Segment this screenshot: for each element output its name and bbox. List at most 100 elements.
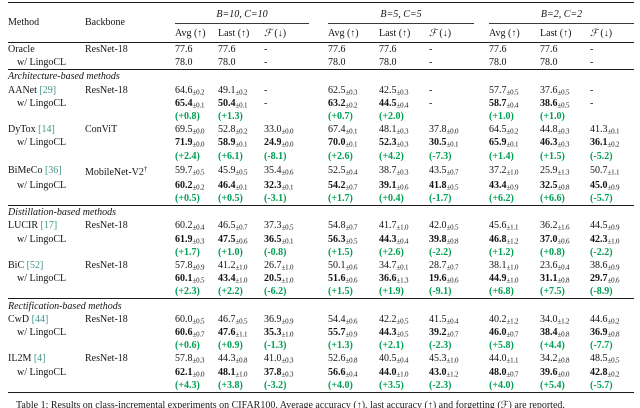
metric-cell: 41.0±0.3 (264, 352, 309, 365)
backbone-cell: ResNet-18 (85, 313, 128, 325)
delta-cell: (+0.5) (175, 192, 200, 204)
citation-link[interactable]: [29] (39, 84, 57, 96)
column-spacer (309, 259, 328, 272)
citation-link[interactable]: [4] (33, 353, 46, 365)
metric-error: ±0.3 (557, 140, 570, 149)
metric-cell: 67.4±0.1 (328, 123, 379, 136)
section-row: Architecture-based methods (8, 69, 635, 84)
column-spacer (474, 339, 489, 352)
metric-value: 34.0 (540, 313, 558, 325)
metric-value: 44.8 (540, 124, 558, 136)
column-spacer (309, 366, 328, 379)
metric-error: ±0.7 (345, 183, 358, 192)
lingocl-cell: w/ LingoCL (17, 273, 67, 285)
metric-value: 25.9 (540, 165, 558, 177)
metric-value: 32.5 (540, 179, 558, 191)
metric-error: ±0.2 (607, 317, 620, 326)
metric-value: 38.4 (540, 327, 558, 339)
metric-value: 65.4 (175, 97, 193, 109)
metric-value: 42.2 (379, 313, 397, 325)
metric-value: 41.0 (264, 353, 282, 365)
backbone-cell: ConViT (85, 124, 118, 136)
metric-value: 44.3 (379, 233, 397, 245)
lingocl-cell: w/ LingoCL (17, 366, 67, 378)
backbone-cell (85, 339, 175, 352)
metric-cell: 23.6±0.4 (540, 259, 590, 272)
backbone-cell (85, 192, 175, 206)
group-header: B=2, C=2 (489, 2, 635, 24)
metric-value: 45.9 (218, 165, 236, 177)
metric-cell: - (590, 57, 594, 68)
column-spacer (309, 339, 328, 352)
metric-error: ±0.8 (607, 330, 620, 339)
metric-header: ℱ (↓) (429, 23, 475, 43)
column-spacer (309, 110, 328, 123)
column-spacer (309, 123, 328, 136)
metric-cell: 46.7±0.5 (218, 313, 264, 326)
metric-value: 65.9 (489, 137, 507, 149)
metric-value: 26.7 (264, 259, 282, 271)
metric-value: 48.1 (379, 124, 397, 136)
metric-value: 36.1 (590, 137, 608, 149)
method-row: Oracle ResNet-18 77.6 77.6 - 77.6 77.6 - 77.6 77… (8, 43, 634, 57)
method-name: DyTox (8, 124, 39, 136)
metric-error: ±0.4 (557, 263, 570, 272)
metric-error: ±0.3 (345, 88, 358, 97)
delta-cell: (+1.0) (218, 246, 243, 258)
section-title: Rectification-based methods (8, 298, 635, 313)
citation-link[interactable]: [14] (38, 124, 55, 136)
metric-cell: 62.5±0.3 (328, 84, 379, 97)
metric-header: Avg (↑) (175, 23, 218, 43)
metric-cell: 45.9±0.5 (218, 163, 264, 179)
metric-value: 56.3 (328, 233, 346, 245)
metric-error: ±1.1 (235, 330, 248, 339)
metric-cell: 61.9±0.3 (175, 233, 218, 246)
metric-cell: 46.3±0.3 (540, 136, 590, 149)
metric-cell: 60.2±0.4 (175, 219, 218, 232)
metric-cell: 48.5±0.5 (590, 352, 634, 365)
results-table: Method Backbone B=10, C=10 B=5, C=5 B=2, C=2… (8, 2, 635, 393)
metric-cell: 24.9±0.0 (264, 136, 309, 149)
metric-value: 50.1 (328, 259, 346, 271)
citation-link[interactable]: [36] (44, 165, 62, 177)
delta-cell: (-5.7) (590, 192, 613, 204)
column-spacer (474, 233, 489, 246)
metric-cell: 77.6 (218, 43, 264, 57)
metric-cell: 42.8±0.2 (590, 366, 634, 379)
method-name: IL2M (8, 353, 34, 365)
header-group-row: Method Backbone B=10, C=10 B=5, C=5 B=2, C=2 (8, 2, 635, 43)
metric-value: 38.6 (590, 259, 608, 271)
delta-cell: (+0.4) (379, 192, 404, 204)
delta-cell: (+2.4) (175, 150, 200, 162)
metric-value: 23.6 (540, 259, 558, 271)
metric-error: ±0.5 (557, 88, 570, 97)
metric-error: ±0.5 (192, 168, 205, 177)
backbone-cell (85, 233, 175, 246)
delta-cell: (+7.5) (540, 286, 565, 298)
metric-cell: 43.4±1.0 (218, 272, 264, 285)
metric-cell: 50.7±1.1 (590, 163, 634, 179)
column-spacer (474, 84, 489, 97)
metric-value: 39.6 (540, 366, 558, 378)
delta-cell (264, 110, 309, 123)
metric-error: ±0.5 (506, 88, 519, 97)
citation-link[interactable]: [52] (26, 259, 44, 271)
metric-value: 41.5 (429, 313, 447, 325)
delta-cell: (+6.8) (489, 286, 514, 298)
citation-link[interactable]: [17] (40, 220, 58, 232)
metric-value: 44.9 (489, 273, 507, 285)
delta-cell: (+2.6) (328, 150, 353, 162)
lingocl-row: w/ LingoCL 62.1±0.0 48.1±1.0 37.8±0.3 56.6±0… (8, 366, 634, 379)
metric-error: ±0.1 (506, 140, 519, 149)
citation-link[interactable]: [44] (31, 313, 49, 325)
metric-value: 49.1 (218, 84, 236, 96)
delta-row: (+0.8) (+1.3) (+0.7) (+2.0) (+1.0) (+1.0) (8, 110, 634, 123)
metric-cell: 38.4±0.8 (540, 326, 590, 339)
metric-error: ±1.0 (235, 370, 248, 379)
metric-error: ±0.4 (506, 101, 519, 110)
metric-cell: 71.9±0.0 (175, 136, 218, 149)
metric-cell: 78.0 (379, 56, 429, 70)
metric-cell: 42.3±1.0 (590, 233, 634, 246)
metric-error: ±0.9 (192, 263, 205, 272)
metric-cell: 37.3±0.5 (264, 219, 309, 232)
